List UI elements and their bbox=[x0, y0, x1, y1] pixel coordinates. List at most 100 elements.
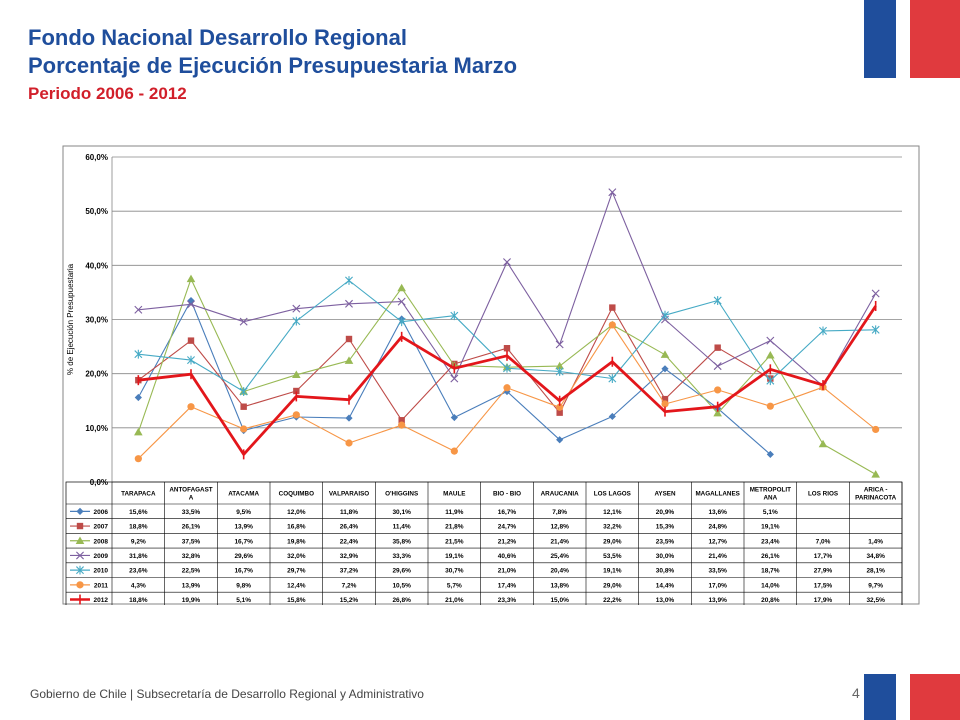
data-table-value: 17,0% bbox=[708, 582, 727, 589]
data-table-value: 29,6% bbox=[392, 568, 411, 575]
data-point bbox=[76, 522, 84, 530]
data-point bbox=[872, 425, 880, 434]
data-point bbox=[239, 387, 248, 396]
flag-stripe-top bbox=[864, 0, 960, 78]
data-table-value: 26,4% bbox=[340, 524, 359, 531]
series-name: 2012 bbox=[94, 597, 109, 604]
data-point bbox=[608, 374, 617, 383]
data-point bbox=[556, 436, 564, 444]
page-title: Fondo Nacional Desarrollo Regional bbox=[28, 25, 407, 50]
data-table-value: 23,6% bbox=[129, 568, 148, 575]
data-table-value: 9,5% bbox=[236, 509, 251, 516]
data-point bbox=[661, 395, 669, 403]
y-tick-label: 20,0% bbox=[85, 370, 108, 379]
series-name: 2009 bbox=[94, 553, 109, 560]
series-name: 2008 bbox=[94, 538, 109, 545]
data-point bbox=[556, 403, 564, 411]
data-table-value: 14,4% bbox=[656, 582, 675, 589]
data-point bbox=[239, 317, 248, 326]
data-table-value: 15,2% bbox=[340, 597, 359, 604]
data-table-value: 23,4% bbox=[761, 538, 780, 545]
data-point bbox=[76, 551, 84, 560]
data-table-value: 10,5% bbox=[392, 582, 411, 589]
data-table-value: 5,7% bbox=[447, 582, 462, 589]
data-point bbox=[871, 470, 880, 478]
category-label: TARAPACA bbox=[121, 491, 156, 498]
data-table-value: 7,8% bbox=[552, 509, 567, 516]
data-table-value: 7,0% bbox=[816, 538, 831, 545]
data-point bbox=[345, 439, 353, 447]
data-table-value: 30,1% bbox=[392, 509, 411, 516]
data-table-value: 20,9% bbox=[656, 509, 675, 516]
data-table-value: 9,8% bbox=[236, 582, 251, 589]
data-point bbox=[766, 376, 775, 386]
data-point bbox=[75, 536, 85, 544]
data-point bbox=[187, 337, 195, 344]
data-point bbox=[450, 447, 458, 455]
series-name: 2007 bbox=[94, 524, 109, 531]
data-table-value: 21,0% bbox=[445, 597, 464, 604]
data-table-value: 24,8% bbox=[708, 524, 727, 531]
data-point bbox=[398, 417, 405, 424]
data-table-value: 31,8% bbox=[129, 553, 148, 560]
category-label: MAGALLANES bbox=[695, 491, 739, 498]
data-table-value: 16,7% bbox=[498, 509, 517, 516]
data-table-value: 15,3% bbox=[656, 524, 675, 531]
data-table-value: 32,5% bbox=[866, 597, 885, 604]
data-table-value: 1,4% bbox=[868, 538, 883, 545]
category-label: COQUIMBO bbox=[279, 491, 314, 498]
data-point bbox=[134, 427, 143, 436]
data-point bbox=[397, 317, 406, 327]
data-table-value: 35,8% bbox=[392, 538, 411, 545]
data-table-value: 22,2% bbox=[603, 597, 622, 604]
data-table-value: 21,0% bbox=[498, 568, 517, 575]
data-table-value: 12,8% bbox=[550, 524, 569, 531]
category-label: AYSEN bbox=[654, 491, 676, 498]
y-tick-label: 50,0% bbox=[85, 207, 108, 216]
data-point bbox=[503, 363, 511, 373]
data-point bbox=[555, 367, 564, 376]
data-table-value: 11,8% bbox=[340, 509, 358, 516]
data-point bbox=[714, 344, 721, 351]
y-tick-label: 40,0% bbox=[85, 261, 108, 270]
data-point bbox=[345, 414, 353, 422]
data-point bbox=[186, 274, 196, 283]
data-table-value: 24,7% bbox=[498, 524, 517, 531]
data-point bbox=[661, 310, 669, 320]
data-table-value: 32,8% bbox=[182, 553, 201, 560]
data-point bbox=[134, 393, 142, 402]
data-table-value: 21,8% bbox=[445, 524, 464, 531]
data-point bbox=[187, 300, 195, 309]
data-point bbox=[766, 450, 774, 458]
data-point bbox=[450, 311, 459, 321]
series-name: 2010 bbox=[94, 568, 109, 575]
category-label: MAULE bbox=[443, 491, 465, 498]
data-table-value: 20,8% bbox=[761, 597, 780, 604]
data-table-value: 17,4% bbox=[498, 582, 517, 589]
data-table-value: 21,4% bbox=[550, 538, 569, 545]
data-point bbox=[766, 402, 774, 410]
data-table-value: 33,5% bbox=[182, 509, 201, 516]
data-table-value: 40,6% bbox=[498, 553, 517, 560]
data-table-value: 16,7% bbox=[234, 568, 253, 575]
data-table-value: 12,7% bbox=[708, 538, 727, 545]
data-point bbox=[292, 316, 301, 326]
data-table-value: 12,4% bbox=[287, 582, 306, 589]
data-point bbox=[819, 326, 827, 336]
data-table-value: 30,7% bbox=[445, 568, 464, 575]
title-block: Fondo Nacional Desarrollo Regional Porce… bbox=[28, 24, 517, 106]
data-table-value: 33,3% bbox=[392, 553, 411, 560]
data-point bbox=[661, 400, 669, 408]
footer-text: Gobierno de Chile | Subsecretaría de Des… bbox=[30, 687, 424, 701]
data-table-value: 19,8% bbox=[287, 538, 306, 545]
data-table-value: 17,9% bbox=[814, 597, 833, 604]
data-point bbox=[766, 350, 775, 359]
category-label: LOS RIOS bbox=[808, 491, 838, 498]
data-point bbox=[450, 413, 458, 422]
data-point bbox=[345, 335, 353, 343]
category-label: ATACAMA bbox=[228, 491, 259, 498]
data-table-value: 7,2% bbox=[342, 582, 357, 589]
y-axis-title: % de Ejecución Presupuestaria bbox=[66, 263, 75, 375]
data-point bbox=[398, 421, 406, 429]
data-point bbox=[713, 408, 722, 417]
